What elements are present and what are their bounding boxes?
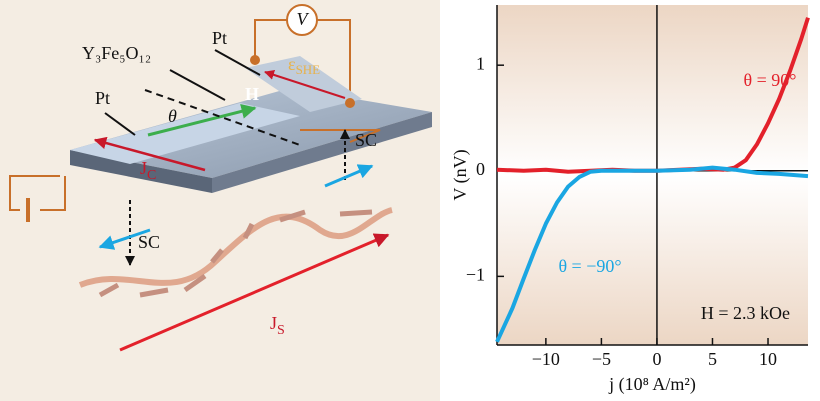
shef-main: ε [288, 54, 296, 74]
y-axis-label: V (nV) [450, 149, 471, 200]
pt-label: Pt [212, 28, 227, 48]
sc-label: SC [138, 232, 160, 252]
yig-slab-top [70, 88, 432, 178]
series-line [495, 165, 809, 343]
shef-label: εSHE [288, 54, 320, 77]
schematic-background [0, 0, 440, 401]
field-label: H [245, 84, 259, 104]
y-tick-label: 0 [476, 159, 485, 179]
x-tick-label: 5 [708, 349, 717, 369]
jc-main: J [140, 158, 147, 178]
material-label: Y₃Fe₅O₁₂ [82, 43, 151, 63]
magnon-spins [98, 209, 373, 298]
jc-arrow [93, 136, 206, 172]
x-axis-label: j (10⁸ A/m²) [608, 374, 696, 395]
jc-sub: C [147, 168, 156, 183]
voltmeter-label: V [297, 9, 310, 29]
plot-background [497, 5, 808, 345]
js-arrow [119, 233, 390, 352]
js-label: JS [270, 313, 285, 338]
series-label: θ = −90° [558, 256, 621, 276]
leader [169, 69, 226, 101]
contact [345, 98, 355, 108]
js-sub: S [277, 323, 285, 338]
x-tick-label: −5 [592, 349, 611, 369]
wire [9, 129, 381, 211]
shef-sub: SHE [296, 62, 321, 77]
spin-arrow [98, 228, 151, 250]
voltmeter [286, 4, 318, 36]
sc-label: SC [355, 130, 377, 150]
y-tick-label: −1 [466, 264, 485, 284]
series-label: θ = 90° [744, 70, 797, 90]
x-tick-label: −10 [532, 349, 560, 369]
jc-label: JC [140, 158, 156, 183]
shef-arrow [264, 70, 346, 99]
yig-slab-front [70, 150, 212, 193]
annotation: H = 2.3 kOe [701, 303, 790, 323]
field-arrow [147, 104, 257, 137]
y-tick-label: 1 [476, 53, 485, 73]
axis-dash [144, 89, 301, 146]
angle-label: θ [168, 106, 177, 126]
js-main: J [270, 313, 277, 333]
x-tick-label: 0 [652, 349, 661, 369]
pt-label: Pt [95, 88, 110, 108]
leader [104, 112, 136, 136]
leader [214, 49, 261, 76]
x-tick-label: 10 [759, 349, 777, 369]
spin-arrow [324, 164, 374, 188]
schematic: V Y₃Fe₅O₁₂ Pt Pt H θ εSHE JC JS SC [0, 0, 440, 401]
contact [250, 55, 260, 65]
